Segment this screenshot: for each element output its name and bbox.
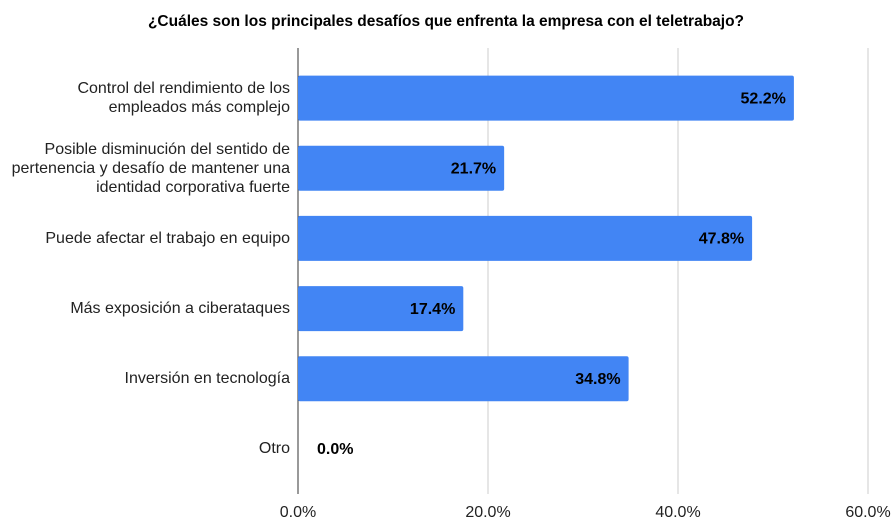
value-label: 52.2% xyxy=(741,90,786,107)
value-label: 34.8% xyxy=(575,371,620,388)
y-tick-label: Control del rendimiento de los empleados… xyxy=(77,80,290,117)
y-tick-label: Posible disminución del sentido de perte… xyxy=(11,140,290,196)
y-tick-label: Más exposición a ciberataques xyxy=(70,300,290,318)
value-label: 0.0% xyxy=(317,441,353,458)
bar xyxy=(298,356,629,402)
y-tick-label: Puede afectar el trabajo en equipo xyxy=(45,229,290,247)
x-tick-label: 60.0% xyxy=(845,504,890,521)
x-tick-label: 20.0% xyxy=(465,504,510,521)
bar xyxy=(298,215,753,261)
value-label: 21.7% xyxy=(451,160,496,177)
y-tick-label: Otro xyxy=(258,440,290,458)
chart-title: ¿Cuáles son los principales desafíos que… xyxy=(148,13,744,30)
x-tick-label: 40.0% xyxy=(655,504,700,521)
bar xyxy=(298,286,464,332)
bar xyxy=(298,145,505,191)
value-label: 47.8% xyxy=(699,231,744,248)
bar xyxy=(298,75,794,121)
y-tick-label: Inversión en tecnología xyxy=(124,370,290,388)
x-tick-label: 0.0% xyxy=(280,504,316,521)
value-label: 17.4% xyxy=(410,301,455,318)
